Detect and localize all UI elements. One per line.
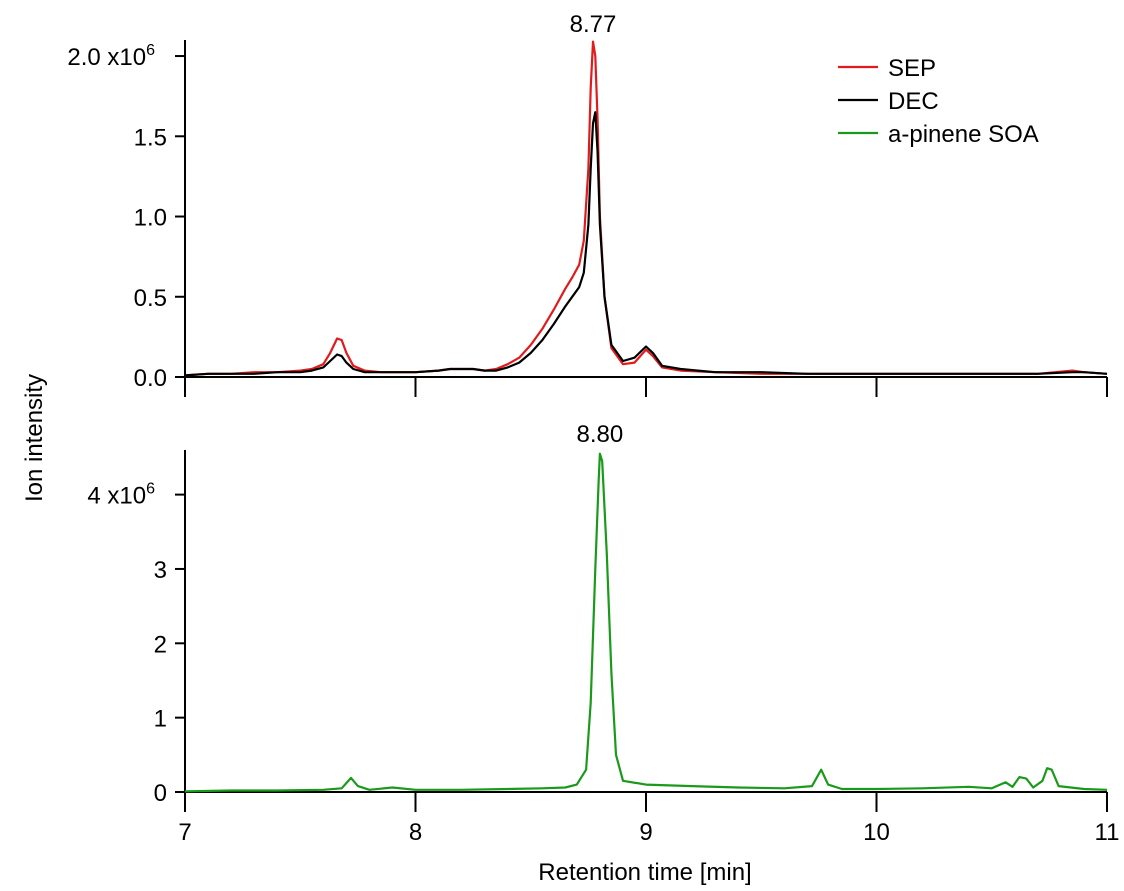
y-tick-label-text: 1.5 xyxy=(134,124,167,151)
legend-label: SEP xyxy=(888,55,936,82)
y-tick-exponent: 6 xyxy=(146,42,155,59)
x-axis-title: Retention time [min] xyxy=(538,859,751,886)
y-tick-exponent: 6 xyxy=(146,481,155,498)
top-panel: 0.0 0.5 1.0 1.5 2.0 x106 8.77 xyxy=(67,11,1108,397)
y-tick-label: 0.5 xyxy=(134,285,167,312)
legend: SEP DEC a-pinene SOA xyxy=(838,55,1039,148)
y-tick-label: 0 xyxy=(154,780,167,807)
y-tick-label: 1.0 xyxy=(134,205,167,232)
y-tick-label-text: 0.5 xyxy=(134,285,167,312)
y-tick-label-text: 0.0 xyxy=(134,365,167,392)
series-line-sep xyxy=(184,40,1108,377)
series-line-a-pinene-soa xyxy=(184,452,1108,793)
y-tick-label-text: 2 xyxy=(154,631,167,658)
y-tick-label-text: 3 xyxy=(154,557,167,584)
x-tick-label: 7 xyxy=(178,819,191,846)
x-tick-label: 11 xyxy=(1095,819,1120,846)
x-tick-label: 10 xyxy=(863,819,890,846)
y-tick-label-text: 2.0 x10 xyxy=(67,44,146,71)
legend-label: a-pinene SOA xyxy=(888,121,1039,148)
legend-label: DEC xyxy=(888,88,939,115)
y-tick-label: 4 x106 xyxy=(87,481,155,510)
y-tick-label-text: 0 xyxy=(154,780,167,807)
y-tick-label-text: 1 xyxy=(154,706,167,733)
x-tick-label: 8 xyxy=(409,819,422,846)
y-tick-label: 3 xyxy=(154,557,167,584)
bottom-panel: 0 1 2 3 4 x106 7 8 9 10 11 8.80 xyxy=(87,421,1119,846)
y-axis-title: Ion intensity xyxy=(21,374,48,502)
peak-label: 8.80 xyxy=(577,421,624,448)
peak-label: 8.77 xyxy=(570,11,617,38)
x-tick-label: 9 xyxy=(639,819,652,846)
y-tick-label: 1 xyxy=(154,706,167,733)
series-line-dec xyxy=(184,111,1108,377)
y-tick-label: 0.0 xyxy=(134,365,167,392)
y-tick-label: 1.5 xyxy=(134,124,167,151)
y-tick-label: 2.0 x106 xyxy=(67,42,155,71)
y-tick-label-text: 1.0 xyxy=(134,205,167,232)
y-tick-label-text: 4 x10 xyxy=(87,483,146,510)
y-tick-label: 2 xyxy=(154,631,167,658)
